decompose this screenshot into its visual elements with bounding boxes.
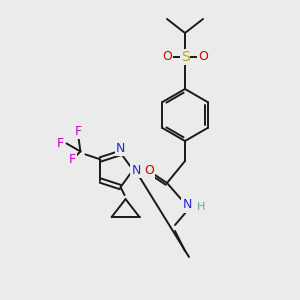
Text: O: O <box>162 50 172 64</box>
Text: O: O <box>144 164 154 178</box>
Text: F: F <box>75 125 82 138</box>
Text: F: F <box>69 153 76 166</box>
Text: H: H <box>197 202 205 212</box>
Text: F: F <box>57 137 64 150</box>
Text: N: N <box>131 164 141 176</box>
Text: O: O <box>198 50 208 64</box>
Text: N: N <box>116 142 125 155</box>
Text: S: S <box>181 50 189 64</box>
Text: N: N <box>182 199 192 212</box>
